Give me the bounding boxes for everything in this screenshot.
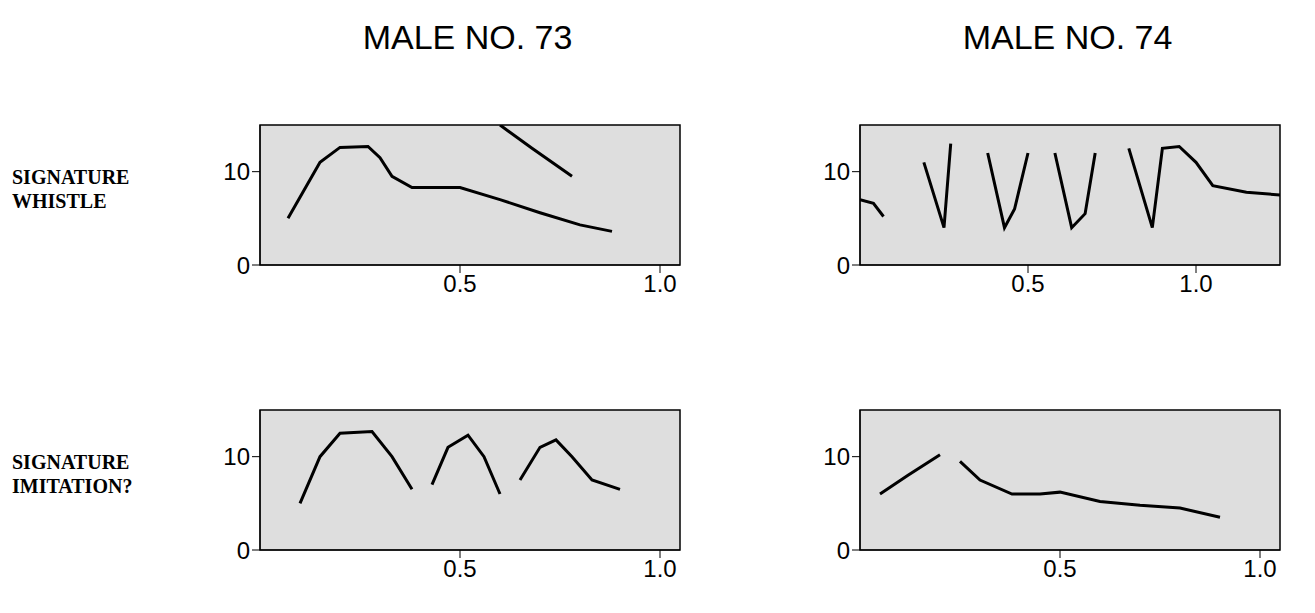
svg-text:10: 10 [223, 443, 250, 470]
svg-text:0: 0 [237, 537, 250, 564]
svg-text:1.0: 1.0 [1243, 555, 1276, 582]
svg-text:0: 0 [837, 252, 850, 279]
svg-text:0.5: 0.5 [1011, 270, 1044, 297]
svg-text:1.0: 1.0 [643, 270, 676, 297]
svg-text:1.0: 1.0 [1179, 270, 1212, 297]
html-text:MALE NO. 73: MALE NO. 73 [362, 18, 573, 56]
svg-text:0: 0 [837, 537, 850, 564]
svg-text:10: 10 [823, 158, 850, 185]
svg-text:0.5: 0.5 [1043, 555, 1076, 582]
html-text:MALE NO. 74: MALE NO. 74 [962, 18, 1173, 56]
svg-text:0.5: 0.5 [443, 270, 476, 297]
svg-text:0.5: 0.5 [443, 555, 476, 582]
svg-text:0: 0 [237, 252, 250, 279]
svg-text:10: 10 [223, 158, 250, 185]
html-text:SIGNATURE WHISTLE: SIGNATURE WHISTLE [12, 166, 130, 212]
svg-text:10: 10 [823, 443, 850, 470]
svg-text:1.0: 1.0 [643, 555, 676, 582]
html-text:SIGNATURE IMITATION?: SIGNATURE IMITATION? [12, 451, 133, 497]
